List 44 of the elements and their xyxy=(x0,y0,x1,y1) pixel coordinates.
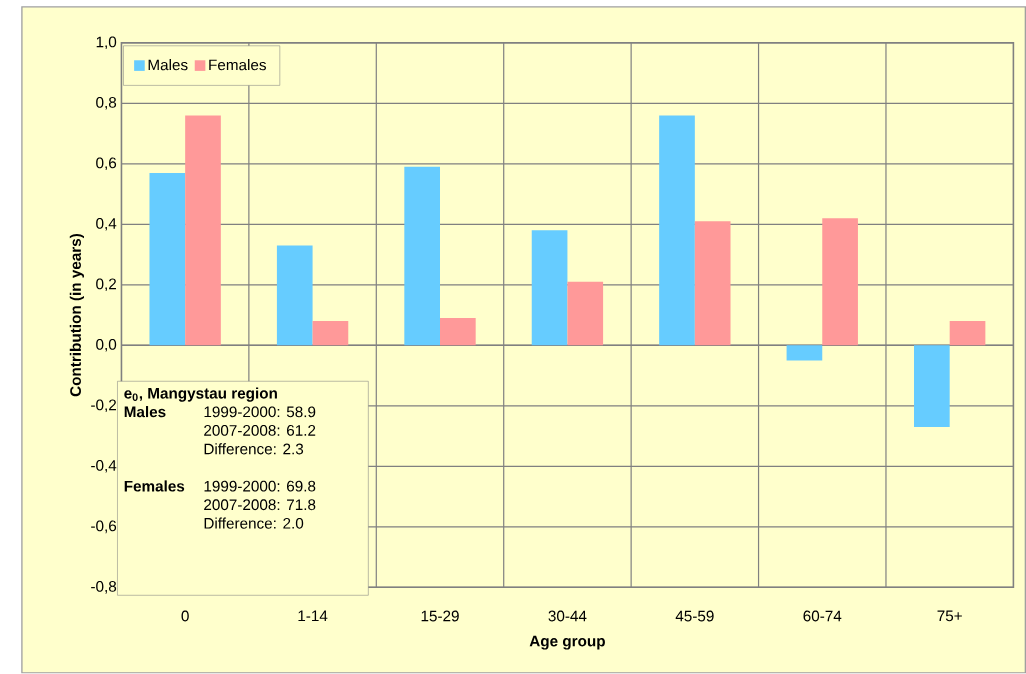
x-tick-label: 60-74 xyxy=(803,610,842,622)
bar xyxy=(440,318,476,346)
x-tick-label: 75+ xyxy=(937,610,962,622)
annotation: 2007-2008: 71.8 xyxy=(204,499,316,511)
y-tick-label: -0,2 xyxy=(91,399,116,413)
legend-label: Females xyxy=(209,59,266,71)
annotation: 2007-2008: 61.2 xyxy=(204,425,316,437)
y-tick-label: -0,6 xyxy=(91,520,117,534)
bar xyxy=(786,345,823,361)
x-tick-label: 0 xyxy=(181,610,189,622)
annotation: 1999-2000: 58.9 xyxy=(204,406,316,418)
bar xyxy=(822,218,858,346)
x-tick-label: 45-59 xyxy=(675,610,714,622)
x-tick-label: 1-14 xyxy=(298,610,328,622)
bar xyxy=(949,321,986,346)
annotation: Difference: 2.0 xyxy=(204,517,304,529)
y-tick-label: 0,4 xyxy=(96,218,117,231)
annotation: e$_{0}$, Mangystau region xyxy=(124,387,277,402)
legend-label: Males xyxy=(148,59,188,71)
bar xyxy=(659,115,695,346)
bar xyxy=(312,321,349,346)
bar xyxy=(694,221,731,346)
y-tick-label: 0,6 xyxy=(96,157,117,171)
annotation: Difference: 2.3 xyxy=(204,443,304,455)
y-tick-label: 0,8 xyxy=(96,97,117,110)
y-axis-title: Contribution (in years) xyxy=(69,234,84,397)
annotation: 1999-2000: 69.8 xyxy=(204,480,316,492)
y-tick-label: 0,0 xyxy=(96,339,117,352)
annotation: Males xyxy=(124,406,166,418)
annotation: Females xyxy=(124,480,185,492)
bar xyxy=(531,230,568,346)
y-tick-label: -0,8 xyxy=(91,581,117,594)
y-tick-label: -0,4 xyxy=(91,460,117,473)
bar xyxy=(276,245,313,346)
x-tick-label: 30-44 xyxy=(548,610,587,622)
bar xyxy=(404,167,440,346)
bar xyxy=(567,281,604,346)
bar xyxy=(185,115,221,346)
bar xyxy=(149,173,186,346)
x-tick-label: 15-29 xyxy=(421,610,459,622)
y-tick-label: 0,2 xyxy=(96,278,116,292)
bar xyxy=(914,345,950,428)
y-tick-label: 1,0 xyxy=(96,36,117,50)
x-axis-title: Age group xyxy=(529,636,605,650)
